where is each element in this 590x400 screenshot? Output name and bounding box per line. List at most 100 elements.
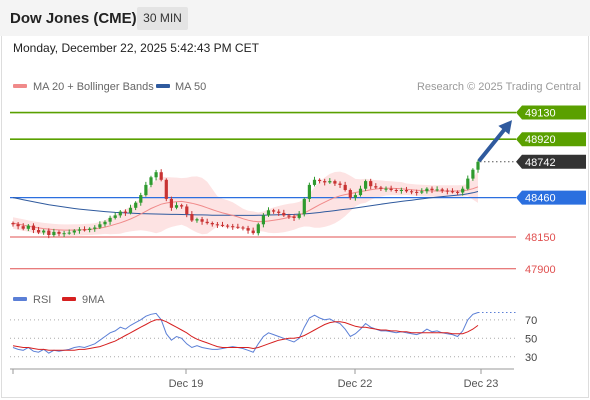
candle-body (57, 231, 61, 234)
candle (404, 186, 409, 193)
candle-body (118, 211, 122, 216)
candle-body (37, 230, 41, 233)
candle (139, 192, 143, 206)
candle (328, 178, 332, 184)
candle (287, 213, 291, 219)
candle-body (445, 190, 449, 192)
candle-body (266, 210, 271, 216)
candle (123, 209, 127, 216)
candle (318, 178, 322, 184)
instrument-title: Dow Jones (CME) (10, 10, 137, 27)
candle-body (88, 228, 92, 230)
candle (159, 169, 163, 182)
candle (164, 178, 168, 202)
candle (343, 181, 347, 192)
candle-body (456, 191, 460, 193)
legend-rsi-label: RSI (33, 294, 51, 306)
legend-rsi-swatch (13, 297, 27, 301)
candle (430, 186, 434, 194)
candle (476, 159, 480, 173)
candle-body (425, 188, 429, 192)
candle-body (42, 230, 46, 233)
rsi-tick-label: 50 (525, 333, 537, 345)
rsi-tick-label: 30 (525, 352, 537, 364)
candle-body (461, 188, 465, 193)
level-tag-48460: 48460 (516, 190, 586, 205)
candle (77, 227, 81, 234)
candle-body (98, 224, 102, 228)
candle (466, 175, 470, 191)
candle-body (149, 177, 153, 185)
candle (323, 178, 327, 186)
candle-body (62, 233, 66, 235)
candle (277, 209, 281, 216)
candle-body (236, 226, 240, 228)
level-tag-bg (516, 190, 586, 205)
candle (210, 221, 214, 227)
candle (134, 201, 138, 211)
x-tick-label: Dec 22 (338, 378, 373, 390)
candle-body (169, 198, 173, 208)
level-tag-text: 49130 (525, 108, 556, 120)
candle (67, 229, 71, 235)
candle (338, 181, 342, 188)
candle-body (302, 198, 306, 215)
candle (374, 183, 378, 189)
legend-ma20-swatch (13, 84, 27, 88)
rsi-9ma-line (12, 319, 479, 351)
candle (369, 178, 373, 190)
candle-body (21, 226, 25, 229)
candle (98, 221, 102, 229)
candle-body (466, 178, 470, 189)
candle-body (272, 210, 276, 212)
candle (21, 223, 25, 231)
candle-body (450, 191, 455, 193)
candle (348, 188, 352, 200)
candle (37, 226, 41, 235)
candle-body (26, 225, 30, 229)
candle (358, 185, 363, 197)
candlesticks (11, 159, 480, 239)
candle (215, 222, 219, 228)
candle-body (471, 169, 475, 179)
candle (190, 211, 194, 223)
level-tags: 49130 48920 48742 48460 48150 47900 (516, 105, 586, 276)
candle-body (379, 187, 383, 189)
candle-body (389, 188, 393, 190)
level-tag-text: 48460 (525, 193, 556, 205)
candle (180, 203, 184, 209)
candle-body (11, 223, 15, 225)
candle (261, 213, 265, 228)
candle (185, 204, 189, 218)
candle (241, 225, 245, 231)
candle-body (318, 179, 322, 182)
timeframe-badge[interactable]: 30 MIN (137, 7, 188, 30)
rsi-panel: 70 50 30 (10, 311, 537, 364)
candle-body (328, 181, 332, 183)
forecast-arrow-head (498, 120, 512, 135)
candle-body (374, 186, 378, 188)
candle (394, 188, 398, 193)
candle-body (261, 215, 265, 225)
level-tag-48742: 48742 (516, 154, 586, 169)
candle-body (251, 230, 255, 234)
candle (461, 186, 465, 196)
bollinger-bands (13, 170, 478, 236)
candle-body (144, 184, 148, 196)
candle (302, 197, 306, 217)
candle (450, 188, 455, 194)
candle-body (404, 190, 409, 192)
candle-body (174, 205, 179, 208)
candle-body (343, 184, 347, 190)
candle-body (399, 190, 403, 191)
candle (72, 229, 76, 235)
candle (307, 182, 311, 202)
candle (282, 209, 286, 217)
candle-body (369, 181, 373, 187)
candle (410, 189, 414, 195)
candle (47, 228, 51, 239)
candle (200, 216, 204, 225)
candle (456, 190, 460, 195)
candle-body (338, 183, 342, 185)
candle-body (31, 225, 36, 230)
